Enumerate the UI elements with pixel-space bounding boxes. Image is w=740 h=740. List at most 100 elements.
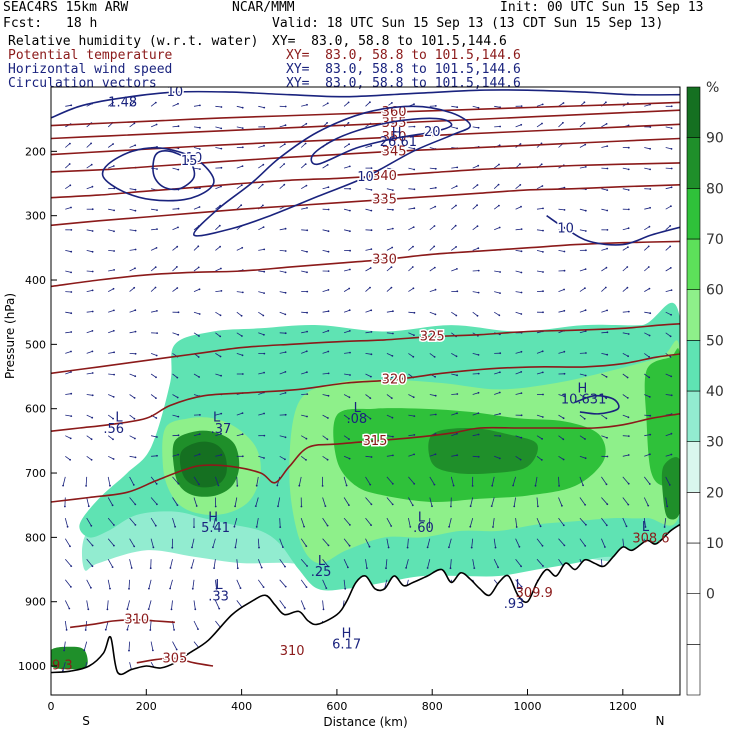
- vector-head: [492, 526, 494, 528]
- circulation-vector: [386, 435, 393, 437]
- circulation-vector: [193, 167, 200, 170]
- circulation-vector: [386, 538, 389, 548]
- extremum-label: L: [213, 411, 221, 426]
- circulation-vector: [601, 208, 608, 211]
- circulation-vector: [215, 246, 221, 251]
- vector-head: [606, 247, 608, 250]
- circulation-vector: [494, 371, 501, 375]
- vector-head: [390, 266, 393, 268]
- vector-head: [473, 567, 476, 569]
- circulation-vector: [558, 517, 565, 526]
- vector-head: [605, 524, 608, 527]
- circulation-vector: [86, 311, 93, 313]
- vector-head: [670, 167, 673, 170]
- vector-head: [156, 310, 158, 312]
- circulation-vector: [215, 413, 222, 416]
- vector-head: [134, 352, 137, 355]
- rh-region: [51, 646, 88, 670]
- extremum-label: L: [354, 401, 362, 416]
- circulation-vector: [622, 287, 628, 292]
- vector-head: [434, 167, 437, 170]
- y-tick-label: 1000: [18, 660, 46, 673]
- circulation-vector: [450, 559, 452, 569]
- circulation-vector: [665, 311, 672, 316]
- extremum-label: .93: [504, 597, 525, 612]
- vector-head: [491, 484, 494, 487]
- vector-head: [233, 525, 236, 528]
- vector-head: [606, 209, 609, 212]
- vector-head: [197, 356, 200, 358]
- x-axis-label: Distance (km): [323, 715, 407, 729]
- vector-head: [562, 524, 565, 527]
- circulation-vector: [365, 394, 371, 399]
- circulation-vector: [191, 538, 195, 548]
- vector-head: [240, 314, 243, 317]
- vector-head: [428, 526, 431, 528]
- vector-head: [584, 503, 586, 506]
- vector-head: [405, 567, 407, 569]
- vector-head: [327, 350, 330, 353]
- init-time: Init: 00 UTC Sun 15 Sep 13: [500, 0, 704, 15]
- vector-head: [198, 148, 201, 150]
- circulation-vector: [257, 559, 263, 568]
- vector-head: [134, 248, 137, 251]
- circulation-vector: [301, 371, 308, 375]
- vector-head: [176, 376, 179, 379]
- vector-head: [134, 456, 137, 459]
- vector-head: [217, 484, 220, 487]
- circulation-vector: [258, 372, 265, 375]
- vector-head: [298, 484, 301, 487]
- circulation-vector: [108, 269, 115, 272]
- circulation-vector: [601, 538, 606, 548]
- vector-head: [305, 586, 308, 588]
- vector-head: [413, 482, 416, 485]
- circulation-vector: [472, 165, 479, 169]
- vector-head: [455, 355, 458, 358]
- colorbar-label: 40: [706, 384, 724, 400]
- vector-head: [68, 163, 71, 165]
- y-tick-label: 500: [25, 338, 46, 351]
- vector-head: [606, 229, 609, 231]
- vector-head: [69, 437, 72, 440]
- vector-head: [263, 352, 266, 355]
- theta-contour: [51, 184, 680, 227]
- circulation-vector: [171, 600, 173, 610]
- circulation-vector: [644, 332, 650, 336]
- circulation-vector: [536, 517, 541, 527]
- circulation-vector: [386, 310, 393, 313]
- circulation-vector: [258, 291, 265, 294]
- circulation-vector: [386, 124, 393, 128]
- vector-head: [494, 546, 497, 549]
- vector-head: [455, 185, 458, 188]
- field-name: Relative humidity (w.r.t. water): [8, 34, 259, 49]
- circulation-vector: [150, 353, 157, 356]
- vector-head: [348, 330, 351, 332]
- circulation-vector: [343, 309, 350, 313]
- vector-head: [155, 397, 157, 399]
- vector-head: [325, 587, 328, 589]
- circulation-vector: [129, 476, 135, 486]
- circulation-vector: [172, 454, 179, 457]
- circulation-vector: [129, 559, 133, 569]
- circulation-vector: [86, 143, 92, 148]
- vector-head: [241, 412, 244, 414]
- vector-head: [520, 436, 523, 439]
- circulation-vector: [236, 311, 242, 317]
- circulation-vector: [322, 579, 327, 589]
- circulation-vector: [451, 393, 458, 395]
- circulation-vector: [644, 167, 651, 170]
- circulation-vector: [215, 205, 221, 210]
- circulation-vector: [172, 125, 179, 128]
- circulation-vector: [451, 454, 458, 457]
- vector-head: [406, 546, 409, 549]
- vector-head: [83, 649, 86, 652]
- vector-head: [626, 397, 629, 399]
- circulation-vector: [558, 229, 565, 232]
- circulation-vector: [472, 247, 479, 251]
- circulation-vector: [64, 538, 71, 547]
- vector-head: [563, 350, 566, 353]
- vector-head: [261, 183, 264, 186]
- vector-head: [276, 484, 279, 487]
- vector-head: [91, 350, 94, 353]
- circulation-vector: [429, 267, 436, 272]
